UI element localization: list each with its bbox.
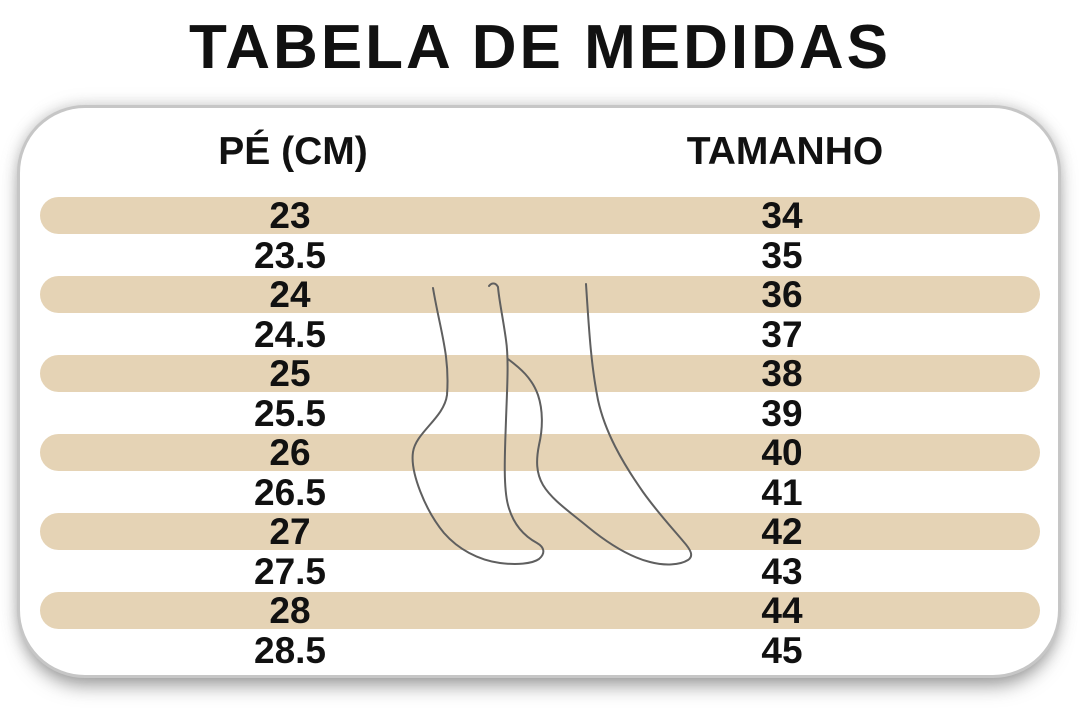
tamanho-value: 42 xyxy=(761,511,803,552)
table-row: 23.5 35 xyxy=(20,234,1058,276)
size-table-panel: PÉ (CM) TAMANHO 23 34 23.5 35 24 36 24.5 37 25 38… xyxy=(17,105,1061,678)
tamanho-value: 35 xyxy=(761,234,803,276)
table-row: 27.5 43 xyxy=(20,550,1058,592)
pe-cm-value: 28.5 xyxy=(253,629,327,671)
pe-cm-value: 27 xyxy=(269,511,311,552)
tamanho-value: 37 xyxy=(761,313,803,355)
size-table-body: 23 34 23.5 35 24 36 24.5 37 25 38 25.5 39 26 40 26.5 41… xyxy=(20,196,1058,670)
table-row: 26 40 xyxy=(20,433,1058,473)
tamanho-value: 41 xyxy=(761,471,803,513)
table-row: 28.5 45 xyxy=(20,629,1058,671)
pe-cm-value: 26.5 xyxy=(253,471,327,513)
tamanho-value: 44 xyxy=(761,590,803,631)
tamanho-value: 34 xyxy=(761,195,803,236)
table-row: 25.5 39 xyxy=(20,392,1058,434)
tamanho-value: 40 xyxy=(761,432,803,473)
pe-cm-value: 26 xyxy=(269,432,311,473)
table-row: 27 42 xyxy=(20,512,1058,552)
pe-cm-value: 24.5 xyxy=(253,313,327,355)
pe-cm-value: 24 xyxy=(269,274,311,315)
tamanho-value: 36 xyxy=(761,274,803,315)
table-row: 26.5 41 xyxy=(20,471,1058,513)
column-header-pe-cm: PÉ (CM) xyxy=(218,130,368,173)
tamanho-value: 39 xyxy=(761,392,803,434)
table-row: 28 44 xyxy=(20,591,1058,631)
pe-cm-value: 25.5 xyxy=(253,392,327,434)
pe-cm-value: 25 xyxy=(269,353,311,394)
pe-cm-value: 27.5 xyxy=(253,550,327,592)
table-row: 25 38 xyxy=(20,354,1058,394)
pe-cm-value: 23.5 xyxy=(253,234,327,276)
page-title: TABELA DE MEDIDAS xyxy=(189,13,891,82)
tamanho-value: 45 xyxy=(761,629,803,671)
pe-cm-value: 23 xyxy=(269,195,311,236)
table-row: 23 34 xyxy=(20,196,1058,236)
pe-cm-value: 28 xyxy=(269,590,311,631)
table-row: 24 36 xyxy=(20,275,1058,315)
column-header-tamanho: TAMANHO xyxy=(686,130,884,173)
tamanho-value: 43 xyxy=(761,550,803,592)
table-row: 24.5 37 xyxy=(20,313,1058,355)
tamanho-value: 38 xyxy=(761,353,803,394)
